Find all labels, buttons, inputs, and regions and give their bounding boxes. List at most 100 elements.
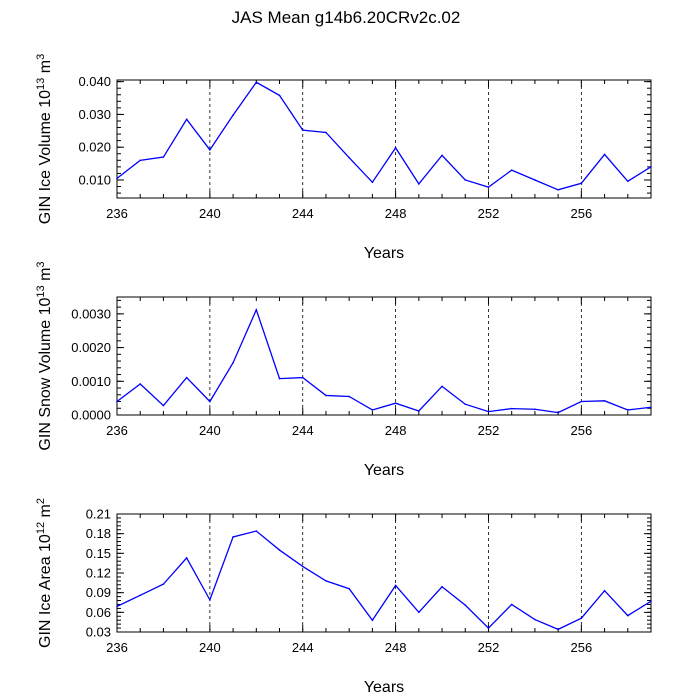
data-point [534,179,536,181]
data-point [510,169,513,171]
data-point [650,166,652,168]
data-point [557,411,559,414]
data-point [418,611,420,614]
data-point [209,149,211,151]
y-tick-label: 0.09 [86,585,111,600]
data-point [371,409,374,411]
x-tick-label: 248 [385,640,407,655]
x-tick-label: 248 [385,206,407,221]
data-point [301,376,304,379]
x-tick-label: 236 [106,423,128,438]
data-point [580,400,583,403]
y-tick-label: 0.15 [86,546,111,561]
data-point [557,189,559,191]
data-point [185,376,188,379]
chart-title: JAS Mean g14b6.20CRv2c.02 [231,8,461,27]
plot-frame [116,296,652,416]
data-point [626,180,629,183]
data-point [255,81,258,84]
x-tick-label: 248 [385,423,407,438]
data-point [139,383,142,385]
data-point [534,408,536,411]
data-point [325,131,327,134]
data-point [185,118,188,121]
data-point [394,584,397,587]
data-point [580,617,583,620]
data-point [162,583,165,585]
x-tick-label: 252 [478,423,500,438]
data-point [487,627,490,629]
plot-frame [116,79,652,199]
plot-frame [116,513,652,633]
data-point [162,156,165,158]
x-tick-label: 252 [478,640,500,655]
y-tick-label: 0.12 [86,566,111,581]
y-axis-label: GIN Ice Area 1012 m2 [35,498,54,648]
y-axis-label: GIN Snow Volume 1013 m3 [35,261,54,450]
series-line-ice-volume [116,81,652,191]
data-point [626,614,629,617]
x-axis-label: Years [364,462,404,479]
x-tick-label: 256 [570,640,592,655]
data-point [557,628,559,631]
data-point [394,402,397,405]
x-tick-label: 236 [106,640,128,655]
x-tick-label: 244 [292,423,314,438]
x-axis-label: Years [364,679,404,692]
data-point [232,536,234,538]
data-point [278,377,281,380]
data-point [209,400,211,403]
x-tick-label: 240 [199,206,221,221]
data-point [116,605,118,608]
data-point [348,395,350,398]
y-tick-label: 0.0020 [71,340,111,355]
data-point [464,179,467,181]
x-tick-label: 244 [292,640,314,655]
data-point [580,182,583,185]
y-tick-label: 0.0030 [71,306,111,321]
data-point [534,618,536,621]
data-point [510,407,513,410]
data-point [603,400,606,402]
data-point [139,159,142,162]
data-point [209,599,211,601]
data-point [278,549,281,551]
y-tick-label: 0.03 [86,625,111,640]
x-tick-label: 240 [199,640,221,655]
data-point [139,594,142,597]
x-tick-label: 256 [570,206,592,221]
data-point [441,385,443,388]
data-point [185,557,188,559]
data-point [371,619,374,621]
data-point [325,394,327,397]
x-tick-label: 244 [292,206,314,221]
y-tick-label: 0.06 [86,605,111,620]
data-point [371,181,374,184]
data-point [301,565,304,568]
data-point [301,129,304,131]
data-point [650,600,652,602]
x-axis-label: Years [364,245,404,262]
data-point [418,183,420,185]
series-line-snow-volume [116,308,652,414]
data-point [487,410,490,413]
y-tick-label: 0.0000 [71,408,111,423]
data-point [116,400,118,403]
y-tick-label: 0.18 [86,526,111,541]
data-point [325,580,327,582]
y-tick-label: 0.010 [78,172,111,187]
data-point [348,156,350,159]
data-point [510,603,513,606]
data-point [626,409,629,411]
data-point [255,309,258,311]
data-point [441,585,443,588]
data-point [441,154,443,157]
y-tick-label: 0.020 [78,140,111,155]
y-tick-label: 0.21 [86,507,111,522]
data-point [232,361,234,364]
data-point [603,589,606,592]
y-axis-label: GIN Ice Volume 1013 m3 [35,54,54,224]
data-point [162,404,165,407]
data-point [348,587,350,590]
